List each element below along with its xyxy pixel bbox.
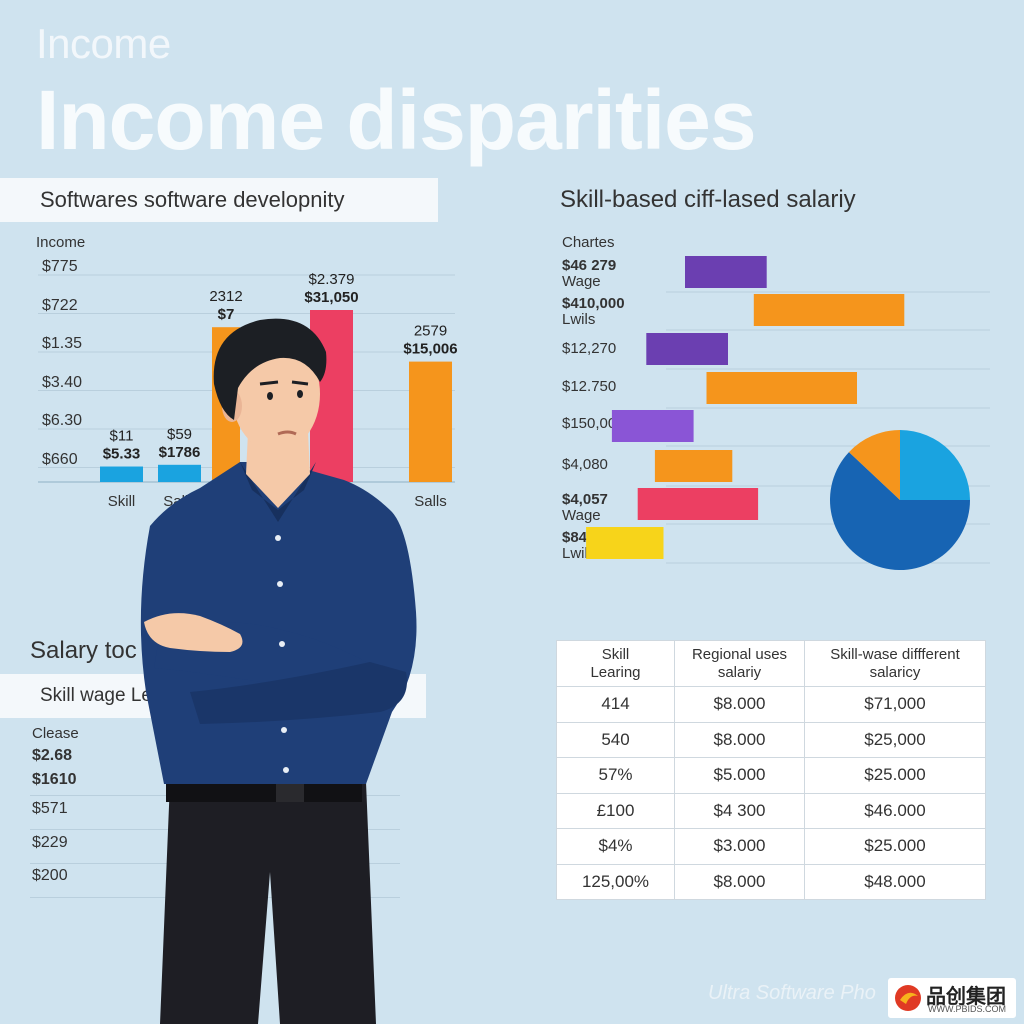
left-forearm [190, 662, 407, 724]
bottom-value: $1610 [32, 771, 77, 788]
bar-label-bottom: $5.33 [103, 446, 141, 463]
shirt-buttons [275, 535, 289, 773]
watermark-text: Ultra Software Pho [708, 982, 876, 1004]
bar-label-top: 2312 [209, 288, 242, 305]
neck [246, 432, 310, 508]
table-header-regional: Regional uses salariy [674, 640, 805, 687]
person-illustration [140, 318, 417, 1024]
table-row: $4% $3.000 $25.000 [556, 828, 986, 865]
pie-slice [848, 430, 900, 500]
right-row-label: $12.750 [562, 378, 617, 395]
salary-bar [611, 410, 694, 442]
pie-slice [900, 430, 970, 500]
bar-label-bottom: $7 [218, 306, 235, 323]
right-axis-title: Chartes [562, 234, 615, 251]
salary-table: Skill Learing Regional uses salariy Skill-… [556, 640, 986, 900]
right-row-label: $410,000 [562, 295, 625, 312]
table-row: 540 $8.000 $25,000 [556, 721, 986, 758]
salary-bar [654, 450, 733, 482]
hair [213, 318, 327, 420]
bar-label-top: $11 [110, 428, 134, 445]
left-y-tick-label: $3.40 [42, 373, 83, 391]
right-row-label: $12,270 [562, 340, 617, 357]
table-header-skill: Skill Learing [556, 640, 675, 687]
logo-text: 品创集团 [926, 984, 1006, 1008]
table-row: £100 $4 300 $46.000 [556, 792, 986, 829]
page-title: Income disparities [36, 73, 757, 167]
salary-bar [637, 488, 759, 520]
left-y-tick-label: $6.30 [42, 412, 83, 429]
salary-bar [685, 256, 767, 288]
bottom-heading: Salary toc [30, 637, 137, 664]
hand [144, 613, 243, 652]
shirt-collar [240, 462, 316, 522]
left-axis-title: Income [36, 234, 86, 251]
left-y-tick-label: $1.35 [42, 335, 83, 352]
eyes [267, 390, 303, 400]
bar-label-bottom: $31,050 [304, 289, 358, 306]
table-row: 57% $5.000 $25.000 [556, 757, 986, 794]
income-bar [158, 464, 201, 482]
bar-category-label: Skill [108, 493, 136, 510]
right-row-label: $46 279 [562, 257, 617, 274]
salary-bar [753, 294, 905, 326]
bar-label-bottom: $1786 [159, 444, 201, 461]
bar-label-top: 2579 [414, 323, 447, 340]
table-row: 414 $8.000 $71,000 [556, 686, 986, 723]
skill-salary-bar-chart [586, 256, 990, 571]
bar-category-label: Salls [414, 493, 447, 510]
bar-label-top: $59 [167, 426, 192, 443]
bottom-value: $229 [32, 834, 68, 851]
right-row-label: $4,057 [562, 491, 608, 508]
right-row-label: Lwils [562, 311, 596, 328]
left-chart-banner: Softwares software developnity [0, 178, 438, 222]
salary-bar [586, 527, 664, 559]
pie-slice [830, 452, 970, 571]
belt [166, 780, 362, 802]
income-bar [409, 361, 452, 482]
left-y-tick-label: $775 [42, 258, 78, 275]
salary-bar [706, 372, 857, 404]
logo-mark-icon [895, 985, 921, 1011]
belt-buckle [276, 782, 304, 802]
left-y-tick-label: $722 [42, 296, 78, 314]
mouth [277, 430, 297, 436]
income-bar [100, 466, 143, 482]
eyebrows [259, 380, 309, 386]
right-row-label: Wage [562, 273, 601, 290]
salary-bar [646, 333, 728, 365]
bottom-value: $2.68 [32, 747, 73, 764]
logo-url-text: WWW.PBIDS.COM [928, 1004, 1006, 1014]
right-row-label: $150,000 [562, 415, 625, 432]
bar-label-bottom: $15,006 [403, 341, 457, 358]
table-header-skill-wage: Skill-wase diffferent salaricy [804, 640, 986, 687]
table-row: 125,00% $8.000 $48.000 [556, 863, 986, 900]
bottom-axis-title: Clease [32, 725, 79, 742]
brand-logo: 品创集团 WWW.PBIDS.COM [888, 978, 1016, 1018]
bottom-value: $200 [32, 867, 68, 884]
bottom-value: $571 [32, 800, 68, 817]
right-chart-heading: Skill-based ciff-lased salariy [560, 186, 856, 213]
bar-label-top: $2.379 [309, 271, 355, 288]
right-row-label: $4,080 [562, 456, 608, 473]
right-row-label: Wage [562, 507, 601, 524]
pants [160, 782, 376, 1024]
page-eyebrow: Income [36, 20, 171, 67]
left-y-tick-label: $660 [42, 450, 78, 468]
